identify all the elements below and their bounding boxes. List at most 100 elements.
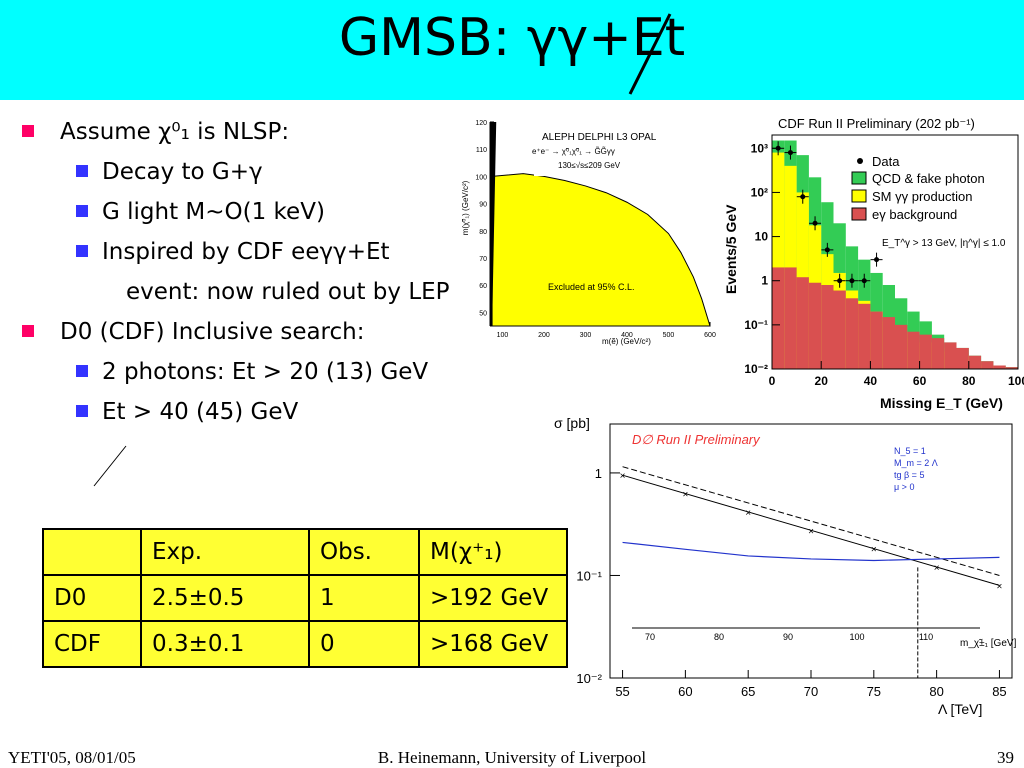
cdf-bar <box>1005 367 1018 369</box>
lep-y-tick-label: 90 <box>479 202 487 209</box>
cdf-data-point <box>812 220 818 226</box>
cdf-bar <box>796 277 809 369</box>
lep-y-tick-label: 80 <box>479 229 487 236</box>
footer-page-number: 39 <box>997 748 1014 767</box>
cdf-x-tick-label: 100 <box>1008 374 1024 388</box>
lep-legend: ALEPH DELPHI L3 OPAL <box>542 132 657 143</box>
d0-x2-tick-label: 70 <box>645 632 655 642</box>
cdf-bar <box>993 365 1006 369</box>
cdf-y-tick-label: 10⁻¹ <box>744 318 768 332</box>
results-table: Exp. Obs. M(χ⁺₁) D0 2.5±0.5 1 >192 GeV C… <box>42 528 568 668</box>
table-header-cell: Exp. <box>140 528 310 576</box>
cdf-x-tick-label: 80 <box>962 374 976 388</box>
lep-x-tick-label: 400 <box>621 332 633 339</box>
cdf-y-tick-label: 10⁻² <box>744 362 768 376</box>
lep-y-label: m(χ̃⁰₁) (GeV/c²) <box>462 180 470 235</box>
cdf-data-point <box>849 278 855 284</box>
d0-x-tick-label: 65 <box>741 684 755 699</box>
lep-y-tick-label: 100 <box>475 174 487 181</box>
lep-x-tick-label: 600 <box>704 332 716 339</box>
cdf-data-point <box>861 278 867 284</box>
cdf-legend-eg-swatch <box>851 207 867 221</box>
lep-exclusion-plot: 50 60 70 80 90 100 110 120 100 200 300 400 500 600 AL… <box>462 120 716 346</box>
lep-energy: 130≤√s≤209 GeV <box>558 161 621 170</box>
cdf-x-tick-label: 60 <box>913 374 927 388</box>
cdf-data-point <box>874 257 880 263</box>
bullet-nlsp: Assume χ⁰₁ is NLSP: <box>20 112 480 152</box>
d0-marker: × <box>745 508 751 519</box>
lep-x-tick-label: 100 <box>497 332 509 339</box>
missing-et-slash <box>628 13 672 95</box>
d0-x2-tick-label: 90 <box>783 632 793 642</box>
d0-marker: × <box>808 526 814 537</box>
bullet-inclusive-search: D0 (CDF) Inclusive search: <box>20 312 480 352</box>
cdf-bar <box>919 334 932 369</box>
d0-param: M_m = 2 Λ <box>894 458 938 468</box>
d0-series-line <box>622 541 1000 562</box>
lep-y-tick-label: 50 <box>479 310 487 317</box>
met-slash-mark <box>93 445 127 487</box>
d0-series-line <box>622 474 1000 586</box>
cdf-bar <box>870 311 883 369</box>
cdf-cut-text: E_T^γ > 13 GeV, |η^γ| ≤ 1.0 <box>882 238 1006 249</box>
cdf-y-tick-label: 10³ <box>751 141 768 155</box>
bullet-square-icon <box>22 125 34 137</box>
bullet-cdf-event: Inspired by CDF eeγγ+Et <box>20 232 480 272</box>
d0-marker: × <box>682 490 688 501</box>
d0-x2-tick-label: 80 <box>714 632 724 642</box>
d0-x-tick-label: 55 <box>615 684 629 699</box>
d0-x-tick-label: 70 <box>804 684 818 699</box>
slide-title: GMSB: γγ+Et <box>338 8 686 68</box>
d0-series-line <box>622 466 1000 576</box>
d0-x-tick-label: 60 <box>678 684 692 699</box>
cdf-legend-eg: eγ background <box>872 207 957 222</box>
d0-x2-tick-label: 110 <box>919 632 933 642</box>
cdf-y-tick-label: 10² <box>751 185 768 199</box>
bullet-decay: Decay to G+γ <box>20 152 480 192</box>
d0-x-label: Λ [TeV] <box>938 701 982 717</box>
d0-title: D∅ Run II Preliminary <box>632 432 761 447</box>
table-cell: 0 <box>308 620 420 668</box>
d0-y-tick-label: 10⁻¹ <box>576 568 602 583</box>
cdf-bar <box>944 342 957 369</box>
table-cell: 2.5±0.5 <box>140 574 310 622</box>
bullet-square-icon <box>76 205 88 217</box>
cdf-bar <box>956 347 969 369</box>
cdf-bar <box>845 298 859 369</box>
cdf-bar <box>981 361 994 369</box>
cdf-legend-qcd-swatch <box>851 171 867 185</box>
d0-x2-tick-label: 100 <box>849 632 864 642</box>
d0-y-tick-label: 10⁻² <box>576 671 602 686</box>
lep-legend-box <box>534 128 684 176</box>
table-cell: >168 GeV <box>418 620 568 668</box>
d0-marker: × <box>871 545 877 556</box>
table-cell: CDF <box>42 620 142 668</box>
cdf-bar <box>931 338 945 369</box>
cdf-bar <box>858 303 871 369</box>
bullet-square-icon <box>22 325 34 337</box>
cdf-data-point <box>800 194 806 200</box>
d0-marker: × <box>997 581 1003 592</box>
cdf-x-tick-label: 40 <box>864 374 878 388</box>
table-cell: D0 <box>42 574 142 622</box>
footer-author: B. Heinemann, University of Liverpool <box>377 748 647 767</box>
cdf-bar <box>784 267 797 369</box>
d0-y-tick-label: 1 <box>595 466 602 481</box>
table-cell: >192 GeV <box>418 574 568 622</box>
cdf-y-label: Events/5 GeV <box>723 204 739 294</box>
cdf-bar <box>833 290 846 369</box>
cdf-legend-data-marker <box>857 158 863 164</box>
d0-frame <box>609 423 1013 679</box>
cdf-bar <box>808 282 822 369</box>
cdf-title: CDF Run II Preliminary (202 pb⁻¹) <box>778 116 975 131</box>
cdf-met-plot: CDF Run II Preliminary (202 pb⁻¹) 10⁻² 10… <box>723 116 1024 411</box>
lep-x-tick-label: 300 <box>580 332 592 339</box>
lep-excluded-region <box>491 173 711 327</box>
lep-process: e⁺e⁻ → χ̃⁰₁χ̃⁰₁ → G̃G̃γγ <box>532 147 615 156</box>
cdf-y-tick-label: 10 <box>755 230 769 244</box>
cdf-data-point <box>837 278 843 284</box>
table-header-cell: Obs. <box>308 528 420 576</box>
bullet-square-icon <box>76 405 88 417</box>
d0-param: μ > 0 <box>894 482 914 492</box>
lep-x-tick-label: 500 <box>663 332 675 339</box>
